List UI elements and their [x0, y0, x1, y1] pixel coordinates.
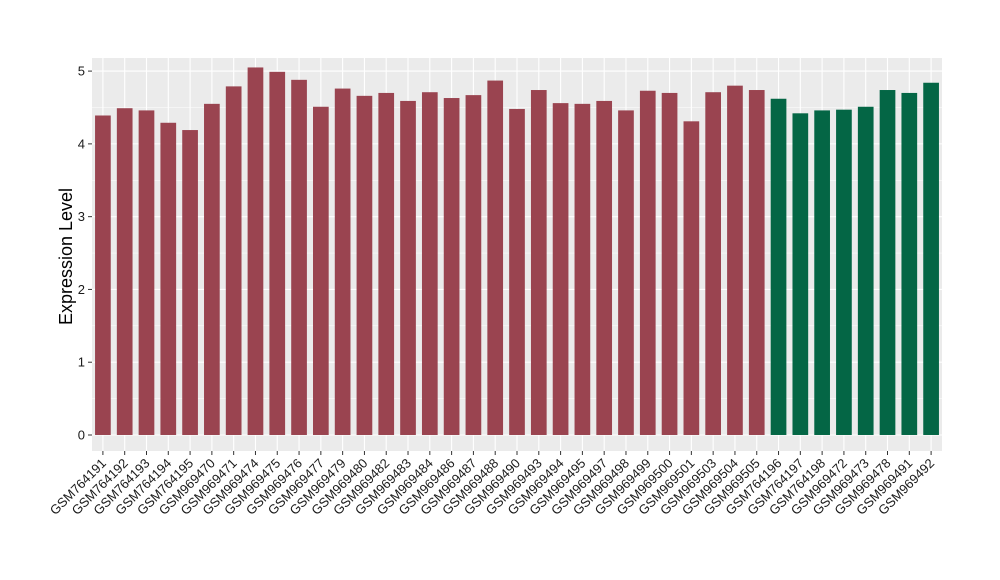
bar-GSM764195	[182, 130, 198, 435]
bar-GSM969471	[225, 86, 242, 435]
y-axis: 0 1 2 3 4 5	[78, 64, 92, 442]
bar-GSM969479	[334, 88, 351, 435]
bar-GSM764198	[814, 110, 830, 435]
bar-GSM969472	[836, 109, 852, 435]
bar-GSM969484	[421, 92, 438, 435]
bar-GSM969493	[530, 90, 547, 435]
bar-GSM764197	[792, 113, 809, 435]
y-tick-label: 2	[78, 282, 85, 297]
bar-GSM969474	[247, 67, 264, 435]
bar-GSM969483	[400, 100, 416, 435]
bar-GSM969503	[705, 92, 721, 435]
y-tick-label: 3	[78, 209, 85, 224]
bar-GSM969488	[487, 80, 504, 435]
bar-GSM969491	[901, 92, 918, 435]
bar-GSM969470	[204, 103, 220, 435]
bar-GSM764196	[770, 98, 787, 435]
bar-GSM969505	[748, 90, 765, 435]
y-axis-title: Expression Level	[56, 188, 76, 325]
y-tick-label: 5	[78, 64, 85, 79]
bar-GSM969495	[574, 103, 591, 435]
bar-GSM969499	[639, 90, 656, 435]
bar-GSM969501	[683, 121, 700, 435]
bar-GSM969473	[857, 106, 874, 435]
bar-GSM969480	[356, 95, 373, 435]
bar-GSM969490	[509, 108, 525, 435]
bar-GSM764192	[116, 108, 133, 435]
x-axis: GSM764191GSM764192GSM764193GSM764194GSM7…	[47, 451, 937, 518]
bars	[95, 67, 939, 435]
y-tick-label: 1	[78, 355, 85, 370]
bar-GSM969482	[378, 92, 395, 435]
bar-GSM969504	[727, 85, 743, 435]
y-tick-label: 0	[78, 427, 85, 442]
y-tick-label: 4	[78, 136, 85, 151]
bar-GSM969477	[313, 106, 329, 435]
bar-GSM764194	[160, 122, 177, 435]
bar-GSM969492	[923, 82, 939, 435]
bar-GSM969475	[269, 71, 286, 435]
bar-GSM969486	[443, 98, 460, 435]
bar-GSM764191	[95, 115, 111, 435]
bar-GSM969476	[291, 79, 307, 435]
bar-GSM764193	[138, 110, 155, 435]
bar-GSM969498	[618, 110, 634, 435]
bar-GSM969497	[596, 100, 613, 435]
bar-GSM969487	[465, 95, 482, 435]
bar-GSM969500	[661, 92, 678, 435]
bar-GSM969494	[552, 103, 569, 435]
bar-GSM969478	[879, 90, 896, 435]
